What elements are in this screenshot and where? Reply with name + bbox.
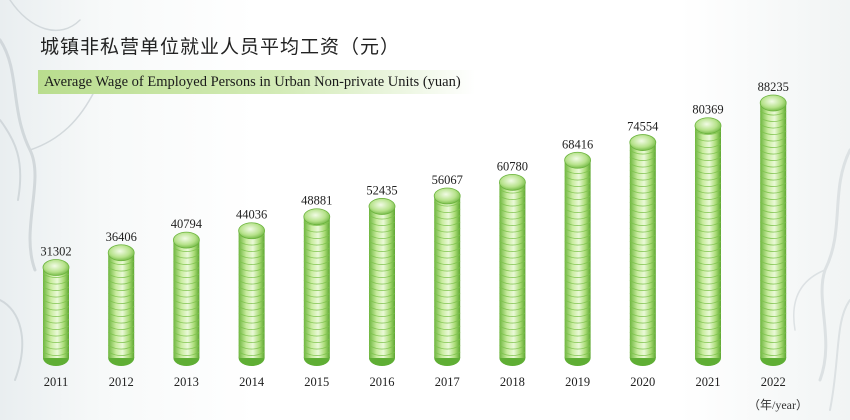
bar-2020	[629, 134, 657, 366]
value-label-2022: 88235	[758, 80, 789, 94]
x-tick-label-2021: 2021	[696, 375, 721, 389]
bar-2017	[433, 187, 461, 366]
bar-2014	[238, 222, 266, 366]
value-label-2016: 52435	[366, 183, 397, 197]
bar-rings	[564, 169, 591, 357]
value-label-2015: 48881	[301, 194, 332, 208]
bar-rings	[759, 111, 787, 357]
bar-rings	[629, 150, 657, 357]
x-tick-label-2012: 2012	[109, 375, 134, 389]
bar-2011	[42, 259, 70, 366]
value-label-2017: 56067	[432, 173, 463, 187]
bar-rings	[303, 221, 331, 357]
value-label-2014: 44036	[236, 208, 267, 222]
x-axis-unit-label: （年/year）	[748, 398, 808, 412]
x-tick-label-2014: 2014	[239, 375, 265, 389]
chart-title: 城镇非私营单位就业人员平均工资（元）	[40, 36, 401, 58]
bar-2016	[368, 198, 396, 366]
bar-2022	[759, 94, 787, 366]
value-label-2012: 36406	[106, 230, 137, 244]
bar-rings	[107, 260, 135, 357]
value-label-2013: 40794	[171, 217, 203, 231]
value-label-2018: 60780	[497, 159, 528, 173]
x-tick-label-2011: 2011	[44, 375, 69, 389]
bar-rings	[499, 189, 526, 357]
bar-rings	[694, 130, 722, 357]
bar-rings	[433, 202, 461, 357]
x-tick-label-2022: 2022	[761, 375, 786, 389]
bar-rings	[173, 247, 200, 357]
bar-2013	[172, 231, 200, 366]
chart-subtitle: Average Wage of Employed Persons in Urba…	[38, 70, 475, 94]
x-tick-label-2020: 2020	[630, 375, 655, 389]
value-label-2020: 74554	[627, 120, 659, 134]
bar-rings	[42, 273, 70, 357]
x-tick-label-2018: 2018	[500, 375, 525, 389]
x-tick-label-2015: 2015	[304, 375, 329, 389]
bar-2018	[499, 173, 526, 366]
value-label-2021: 80369	[692, 103, 723, 117]
x-tick-label-2019: 2019	[565, 375, 590, 389]
x-tick-label-2017: 2017	[435, 375, 460, 389]
bar-2012	[107, 244, 135, 366]
bar-2015	[303, 208, 331, 366]
bar-2021	[694, 117, 722, 366]
value-label-2011: 31302	[40, 245, 71, 259]
bar-rings	[368, 215, 396, 357]
bar-2019	[564, 151, 591, 366]
x-tick-label-2016: 2016	[370, 375, 395, 389]
x-tick-label-2013: 2013	[174, 375, 199, 389]
value-label-2019: 68416	[562, 137, 593, 151]
